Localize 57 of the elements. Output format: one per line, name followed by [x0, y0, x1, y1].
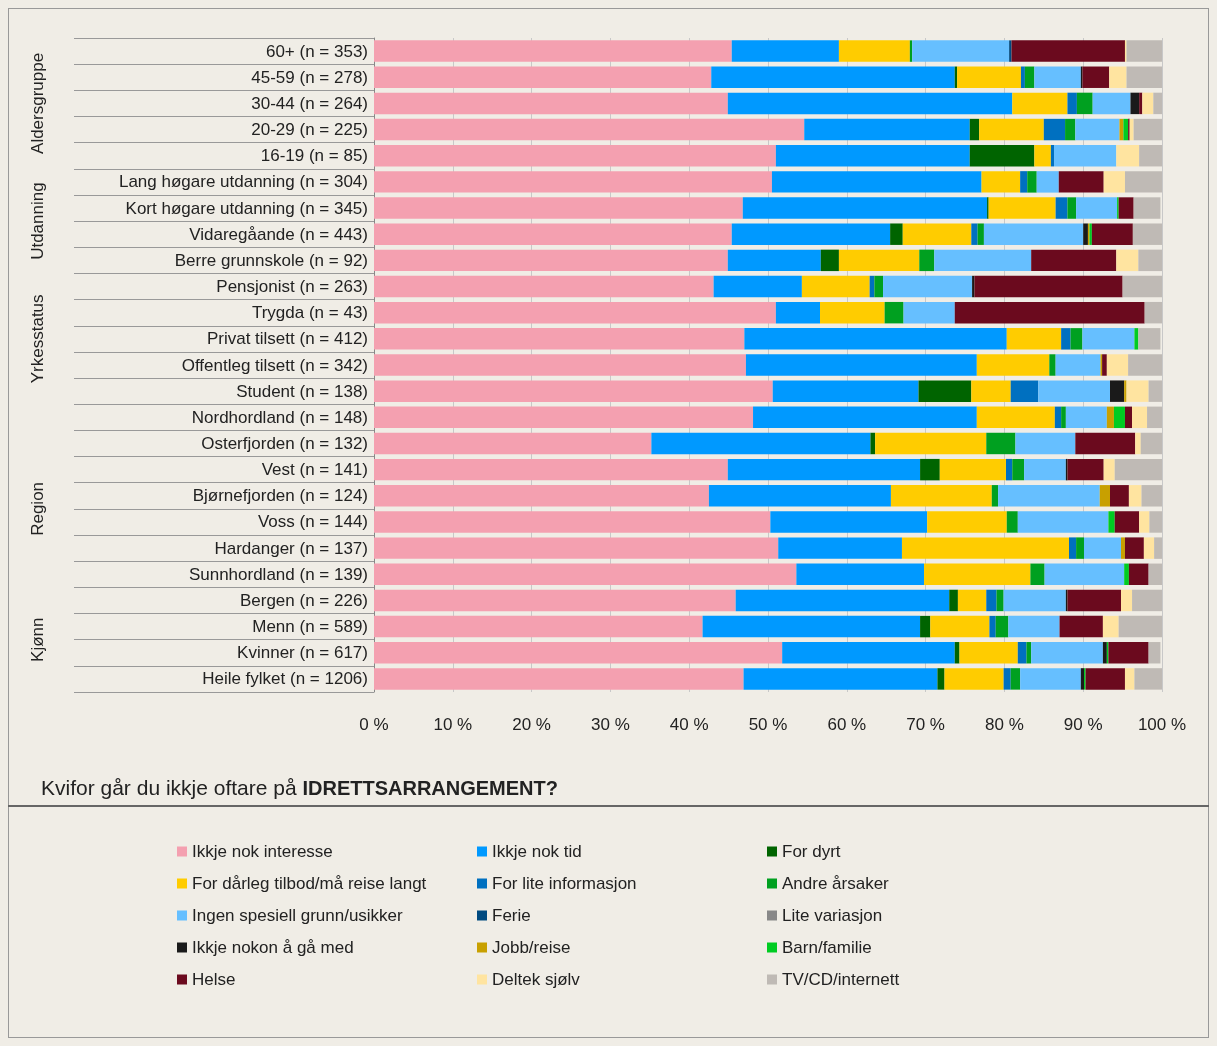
legend-label: Ingen spesiell grunn/usikker [192, 906, 404, 925]
y-tick-label: 20-29 (n = 225) [251, 120, 368, 140]
legend-label: Ferie [492, 906, 531, 925]
y-tick-label: Pensjonist (n = 263) [216, 277, 368, 297]
x-tick-label: 100 % [1137, 715, 1187, 734]
text: Yrkesstatus [27, 294, 47, 384]
y-tick-label: Hardanger (n = 137) [214, 538, 368, 558]
legend-label: Ikkje nok interesse [192, 842, 333, 861]
legend-label: For lite informasjon [492, 874, 637, 893]
legend-label: TV/CD/internett [782, 970, 900, 989]
y-tick-label: Trygda (n = 43) [251, 303, 368, 323]
y-tick-label: Voss (n = 144) [257, 512, 368, 532]
y-tick-label: Berre grunnskole (n = 92) [174, 250, 368, 270]
legend-label: Andre årsaker [782, 874, 890, 893]
y-tick-label: Lang høgare utdanning (n = 304) [118, 172, 368, 192]
y-tick-label: Vidaregåande (n = 443) [189, 224, 368, 244]
legend-label: Barn/familie [782, 938, 872, 957]
legend-label: Ikkje nok tid [492, 842, 582, 861]
x-tick-label: 50 % [748, 715, 788, 734]
y-tick-label: Nordhordland (n = 148) [191, 407, 368, 427]
y-tick-label: Bergen (n = 226) [239, 590, 368, 610]
y-tick-label: Heile fylket (n = 1206) [202, 669, 368, 689]
x-tick-label: 0 % [359, 715, 389, 734]
text: Kvifor går du ikkje oftare på IDRETTSARRANGEMENT? [41, 776, 559, 799]
text: Kjønn [27, 617, 47, 662]
legend-label: Helse [192, 970, 236, 989]
x-tick-label: 40 % [669, 715, 709, 734]
legend-label: Deltek sjølv [492, 970, 581, 989]
y-tick-label: 16-19 (n = 85) [260, 146, 368, 166]
legend-label: For dårleg tilbod/må reise langt [192, 874, 427, 893]
x-tick-label: 10 % [433, 715, 473, 734]
legend-label: For dyrt [782, 842, 841, 861]
y-tick-label: 30-44 (n = 264) [251, 93, 368, 113]
legend-label: Ikkje nokon å gå med [192, 938, 354, 957]
y-tick-label: Kvinner (n = 617) [237, 643, 368, 663]
y-tick-label: 45-59 (n = 278) [251, 67, 368, 87]
x-tick-label: 30 % [591, 715, 630, 734]
x-tick-label: 20 % [512, 715, 551, 734]
y-tick-label: Kort høgare utdanning (n = 345) [125, 198, 368, 218]
y-tick-label: Student (n = 138) [236, 381, 368, 401]
y-tick-label: Privat tilsett (n = 412) [206, 329, 368, 349]
y-tick-label: Menn (n = 589) [252, 617, 368, 637]
x-tick-label: 60 % [827, 715, 867, 734]
text: Region [27, 481, 47, 536]
y-tick-label: Vest (n = 141) [261, 460, 368, 480]
y-tick-label: Sunnhordland (n = 139) [188, 564, 368, 584]
text: Aldersgruppe [27, 52, 47, 154]
y-tick-label: Offentleg tilsett (n = 342) [181, 355, 368, 375]
x-tick-label: 90 % [1063, 715, 1103, 734]
x-tick-label: 70 % [906, 715, 945, 734]
x-tick-label: 80 % [985, 715, 1024, 734]
legend-label: Lite variasjon [782, 906, 883, 925]
y-tick-label: Osterfjorden (n = 132) [201, 433, 368, 453]
y-tick-label: Bjørnefjorden (n = 124) [192, 486, 368, 506]
y-tick-label: 60+ (n = 353) [265, 41, 368, 61]
text: Utdanning [27, 182, 47, 260]
legend-label: Jobb/reise [492, 938, 571, 957]
